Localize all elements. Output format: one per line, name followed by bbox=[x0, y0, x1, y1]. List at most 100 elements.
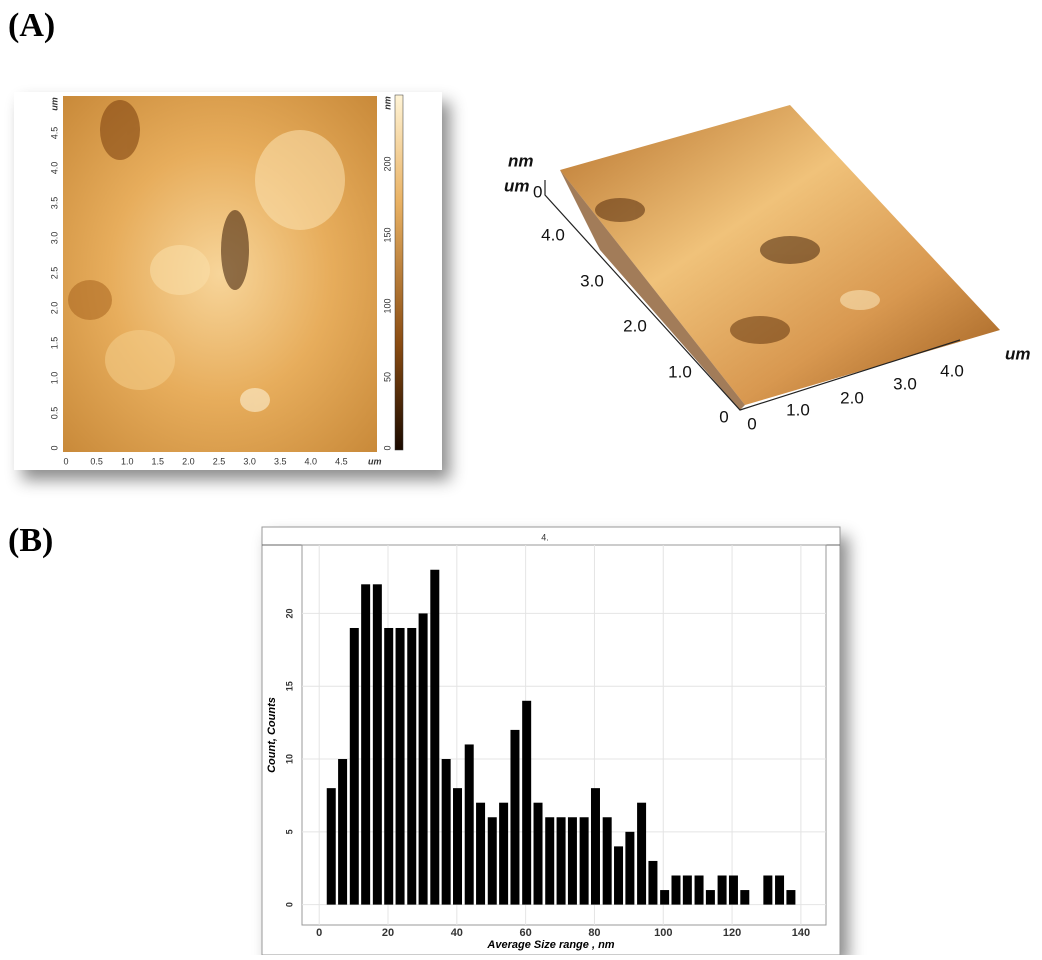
afm-x-tick: 2.0 bbox=[182, 456, 195, 466]
afm-x-tick: 2.5 bbox=[213, 456, 226, 466]
z-tick: 0 bbox=[533, 182, 542, 201]
bar bbox=[384, 628, 393, 905]
bar bbox=[442, 759, 451, 905]
bar bbox=[648, 861, 657, 905]
bar bbox=[522, 701, 531, 905]
x-tick: 3.0 bbox=[893, 374, 917, 393]
x-axis-label: Average Size range , nm bbox=[486, 939, 614, 951]
x-tick-label: 0 bbox=[316, 927, 322, 939]
bar bbox=[350, 628, 359, 905]
panel-label: (B) bbox=[8, 522, 53, 559]
x-tick-label: 60 bbox=[520, 927, 532, 939]
afm-y-tick: 1.5 bbox=[49, 337, 59, 350]
y-tick: 3.0 bbox=[580, 271, 604, 290]
y-tick-label: 15 bbox=[284, 681, 294, 691]
afm-x-tick: 4.5 bbox=[335, 456, 348, 466]
bar bbox=[419, 613, 428, 904]
figure: (A) (B) 4. Average Size range , nm Count… bbox=[0, 0, 1042, 955]
bar bbox=[603, 817, 612, 904]
bar bbox=[488, 817, 497, 904]
afm-y-tick: 0 bbox=[49, 445, 59, 450]
afm-y-tick: 3.0 bbox=[49, 232, 59, 245]
x-tick: 1.0 bbox=[786, 400, 810, 419]
bar bbox=[580, 817, 589, 904]
bar bbox=[327, 788, 336, 904]
afm-x-tick: 0 bbox=[63, 456, 68, 466]
y-tick-label: 5 bbox=[284, 829, 294, 834]
z-unit: nm bbox=[508, 151, 534, 170]
colorbar-tick: 200 bbox=[382, 156, 392, 171]
bar bbox=[361, 584, 370, 904]
bar bbox=[786, 890, 795, 905]
colorbar bbox=[395, 95, 403, 450]
bar bbox=[763, 875, 772, 904]
afm-y-tick: 2.5 bbox=[49, 267, 59, 280]
x-tick-label: 20 bbox=[382, 927, 394, 939]
afm-x-unit: um bbox=[368, 456, 382, 466]
bar bbox=[591, 788, 600, 904]
x-unit: um bbox=[1005, 344, 1031, 363]
afm-y-unit: um bbox=[49, 97, 59, 111]
colorbar-unit: nm bbox=[382, 96, 392, 110]
afm-y-tick: 4.5 bbox=[49, 127, 59, 140]
bar bbox=[637, 803, 646, 905]
bar bbox=[545, 817, 554, 904]
bar bbox=[499, 803, 508, 905]
bar bbox=[775, 875, 784, 904]
y-unit: um bbox=[504, 176, 530, 195]
x-tick-label: 140 bbox=[792, 927, 810, 939]
y-tick: 2.0 bbox=[623, 316, 647, 335]
colorbar-tick: 100 bbox=[382, 298, 392, 313]
afm-x-tick: 0.5 bbox=[90, 456, 103, 466]
afm-y-tick: 0.5 bbox=[49, 407, 59, 420]
chart-title: 4. bbox=[541, 532, 549, 542]
bar bbox=[476, 803, 485, 905]
bar bbox=[706, 890, 715, 905]
x-tick: 2.0 bbox=[840, 388, 864, 407]
afm-y-tick: 3.5 bbox=[49, 197, 59, 210]
x-tick: 0 bbox=[747, 414, 756, 433]
bar bbox=[407, 628, 416, 905]
x-tick-label: 100 bbox=[654, 927, 672, 939]
colorbar-tick: 50 bbox=[382, 372, 392, 382]
afm-y-tick: 2.0 bbox=[49, 302, 59, 315]
x-tick-label: 120 bbox=[723, 927, 741, 939]
bar bbox=[671, 875, 680, 904]
y-axis-label: Count, Counts bbox=[266, 697, 278, 773]
y-tick: 1.0 bbox=[668, 362, 692, 381]
bar bbox=[625, 832, 634, 905]
bar bbox=[373, 584, 382, 904]
bar bbox=[510, 730, 519, 905]
y-tick: 0 bbox=[719, 407, 728, 426]
afm-y-tick: 1.0 bbox=[49, 372, 59, 385]
y-tick-label: 10 bbox=[284, 754, 294, 764]
bar bbox=[338, 759, 347, 905]
bar bbox=[729, 875, 738, 904]
bar bbox=[453, 788, 462, 904]
panel-label: (A) bbox=[8, 7, 55, 44]
afm-x-tick: 1.5 bbox=[152, 456, 165, 466]
x-tick-label: 40 bbox=[451, 927, 463, 939]
afm-x-tick: 4.0 bbox=[305, 456, 318, 466]
bar bbox=[695, 875, 704, 904]
x-tick: 4.0 bbox=[940, 361, 964, 380]
y-tick-label: 0 bbox=[284, 902, 294, 907]
bar bbox=[660, 890, 669, 905]
afm-x-tick: 3.5 bbox=[274, 456, 287, 466]
afm-y-tick: 4.0 bbox=[49, 162, 59, 175]
bar bbox=[568, 817, 577, 904]
bar bbox=[430, 570, 439, 905]
bar bbox=[534, 803, 543, 905]
bar bbox=[683, 875, 692, 904]
bar bbox=[614, 846, 623, 904]
bar bbox=[465, 744, 474, 904]
y-tick-label: 20 bbox=[284, 608, 294, 618]
bar bbox=[718, 875, 727, 904]
bar bbox=[396, 628, 405, 905]
afm-x-tick: 3.0 bbox=[243, 456, 256, 466]
afm-x-tick: 1.0 bbox=[121, 456, 134, 466]
colorbar-tick: 0 bbox=[382, 445, 392, 450]
x-tick-label: 80 bbox=[588, 927, 600, 939]
bar bbox=[557, 817, 566, 904]
colorbar-tick: 150 bbox=[382, 227, 392, 242]
